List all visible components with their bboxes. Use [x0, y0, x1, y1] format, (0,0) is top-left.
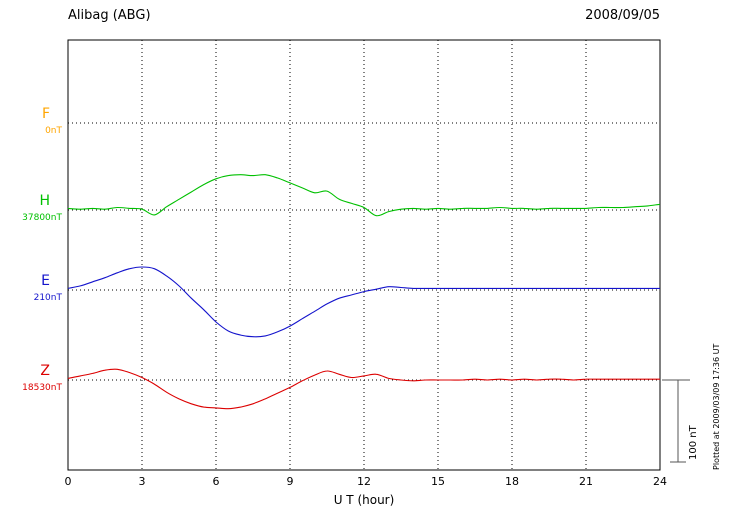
x-tick-label-9: 9	[286, 475, 294, 488]
trace-curve-Z	[67, 368, 660, 410]
trace-baseline-e: 210nT	[33, 293, 62, 303]
x-tick-label-3: 3	[138, 475, 146, 488]
x-tick-label-21: 21	[579, 475, 593, 488]
x-tick-label-24: 24	[653, 475, 667, 488]
x-tick-label-6: 6	[212, 475, 220, 488]
plotted-at-note: Plotted at 2009/03/09 17:36 UT	[712, 343, 721, 470]
station-title: Alibag (ABG)	[68, 8, 151, 23]
x-tick-label-15: 15	[431, 475, 445, 488]
trace-label-h: H	[39, 193, 50, 209]
trace-baseline-z: 18530nT	[22, 383, 62, 393]
trace-label-f: F	[41, 106, 50, 122]
trace-baseline-f: 0nT	[45, 126, 62, 136]
x-tick-label-12: 12	[357, 475, 371, 488]
plot-border	[67, 39, 661, 471]
x-axis-tick-labels: 0 3 6 9 12 15 18 21 24	[0, 475, 730, 489]
trace-label-z: Z	[40, 363, 50, 379]
x-tick-label-0: 0	[64, 475, 72, 488]
x-tick-label-18: 18	[505, 475, 519, 488]
trace-label-e: E	[41, 273, 50, 289]
trace-baseline-h: 37800nT	[22, 213, 62, 223]
scale-bar-label: 100 nT	[688, 425, 699, 460]
x-axis-title: U T (hour)	[333, 493, 395, 507]
date-label: 2008/09/05	[585, 8, 660, 23]
trace-curve-E	[67, 266, 660, 338]
trace-curve-H	[67, 174, 661, 217]
